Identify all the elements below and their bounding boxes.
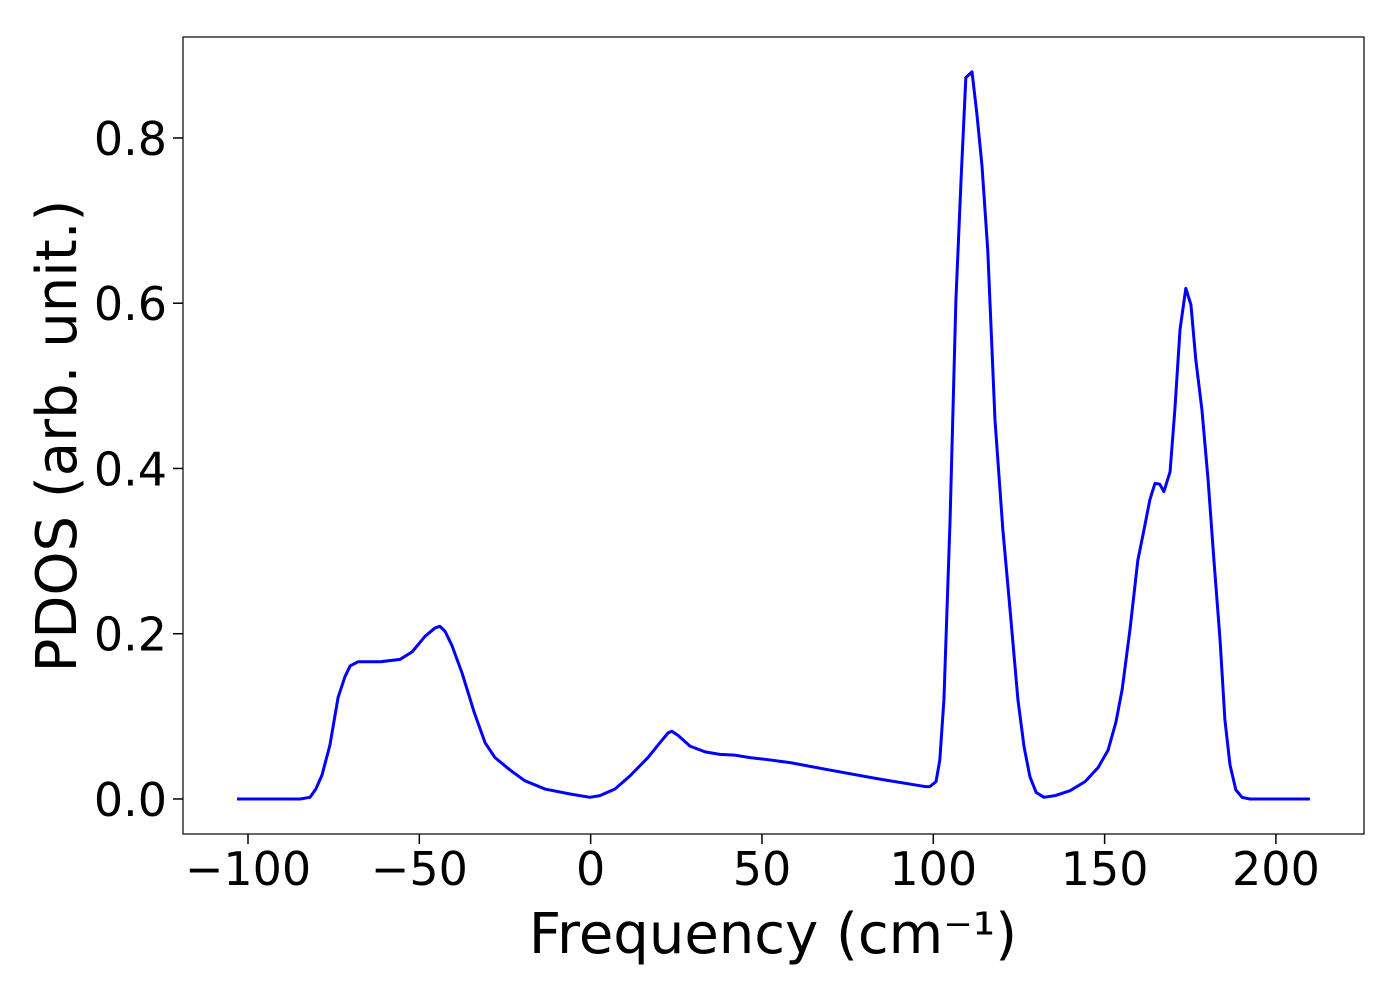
plot-frame	[182, 36, 1365, 835]
x-tick-label: 200	[1232, 842, 1320, 896]
x-tick-label: −50	[371, 842, 468, 896]
y-tick-label: 0.8	[94, 112, 167, 166]
x-tick-label: 0	[576, 842, 605, 896]
x-axis-label: Frequency (cm⁻¹)	[529, 902, 1017, 967]
y-tick-label: 0.2	[94, 608, 167, 662]
x-tick-label: 100	[889, 842, 977, 896]
y-tick-label: 0.4	[94, 442, 167, 496]
y-tick-label: 0.0	[94, 773, 167, 827]
x-tick-label: 150	[1061, 842, 1149, 896]
data-line	[237, 70, 1310, 801]
x-tick-label: 50	[733, 842, 792, 896]
y-tick-label: 0.6	[94, 277, 167, 331]
y-axis-label: PDOS (arb. unit.)	[25, 200, 90, 673]
x-tick-label: −100	[185, 842, 311, 896]
